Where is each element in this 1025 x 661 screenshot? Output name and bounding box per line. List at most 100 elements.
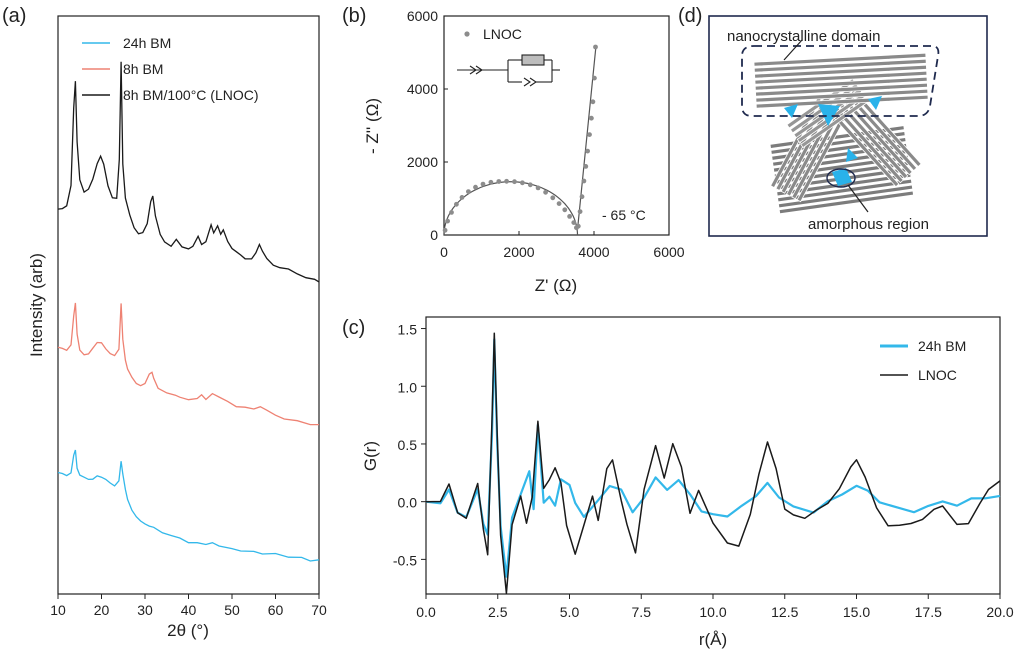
x-tick-label: 2.5 — [488, 604, 508, 620]
data-point — [496, 179, 502, 184]
y-tick-label: 2000 — [407, 154, 438, 170]
panel-b-xlabel: Z' (Ω) — [535, 276, 577, 295]
panel-c-ylabel: G(r) — [361, 441, 380, 471]
data-point — [585, 148, 590, 154]
panel-a-series — [57, 61, 320, 562]
equivalent-circuit-icon — [457, 54, 560, 87]
data-point — [442, 227, 448, 233]
data-point — [473, 184, 478, 190]
fit-arc — [443, 181, 579, 236]
series-line — [425, 332, 1001, 595]
panel-a-ylabel: Intensity (arb) — [27, 253, 46, 357]
y-tick-label: 6000 — [407, 8, 438, 24]
x-tick-label: 0 — [440, 244, 448, 260]
x-tick-label: 4000 — [578, 244, 609, 260]
x-tick-label: 15.0 — [843, 604, 870, 620]
data-point — [466, 189, 471, 195]
x-tick-label: 60 — [268, 602, 284, 618]
x-tick-label: 5.0 — [560, 604, 580, 620]
data-point — [520, 180, 525, 186]
panel-b-label: (b) — [342, 5, 366, 27]
data-point — [527, 182, 533, 188]
series-line — [57, 61, 320, 283]
legend-label-24h-c: 24h BM — [918, 338, 966, 354]
panel-c: (c) 0.0 2.5 5.0 7.5 10.0 12.5 15.0 17.5 20.0 -0.5… — [342, 316, 1014, 649]
data-point — [590, 99, 596, 105]
data-point — [587, 132, 592, 138]
data-point — [556, 201, 562, 207]
y-tick-label: -0.5 — [393, 552, 417, 568]
y-tick-label: 0.5 — [398, 437, 418, 453]
panel-b: (b) 0 2000 4000 6000 0 2000 4000 6000 Z' (Ω) - … — [342, 5, 685, 295]
panel-c-legend: 24h BM LNOC — [880, 338, 966, 383]
y-tick-label: 0 — [430, 227, 438, 243]
nanocrystal-schematic — [741, 39, 940, 215]
y-tick-label: 0.0 — [398, 495, 418, 511]
panel-c-ticks: 0.0 2.5 5.0 7.5 10.0 12.5 15.0 17.5 20.0 -0.5 0.0 0… — [393, 322, 1014, 620]
data-point — [583, 164, 589, 169]
panel-b-temperature: - 65 °C — [602, 207, 646, 223]
data-point — [449, 210, 454, 215]
data-point — [567, 214, 572, 219]
panel-c-series — [425, 332, 1001, 595]
data-point — [445, 218, 450, 224]
data-point — [504, 178, 509, 184]
x-tick-label: 12.5 — [771, 604, 798, 620]
panel-c-label: (c) — [342, 317, 365, 339]
x-tick-label: 0.0 — [416, 604, 436, 620]
data-point — [512, 179, 517, 185]
nano-domain-label: nanocrystalline domain — [727, 28, 880, 45]
data-point — [488, 179, 494, 185]
legend-label-lnoc-c: LNOC — [918, 367, 957, 383]
x-tick-label: 40 — [181, 602, 197, 618]
data-point — [480, 181, 486, 187]
data-point — [575, 223, 581, 229]
panel-b-data — [442, 44, 598, 236]
fit-spike — [576, 46, 597, 230]
series-line — [425, 338, 1001, 578]
nano-label-pointer — [783, 39, 803, 61]
data-point — [577, 209, 583, 215]
x-tick-label: 50 — [224, 602, 240, 618]
panel-d: (d) — [678, 5, 988, 237]
data-point — [593, 44, 598, 50]
panel-b-legend-label: LNOC — [483, 26, 522, 42]
panel-d-label: (d) — [678, 5, 702, 27]
data-point — [579, 194, 585, 200]
panel-b-frame — [443, 15, 670, 236]
panel-c-frame — [425, 316, 1001, 595]
panel-a: (a) 10 20 30 40 50 60 70 2θ (°) Intensity (arb… — [2, 5, 327, 640]
panel-a-label: (a) — [2, 5, 26, 27]
data-point — [562, 207, 568, 213]
data-point — [535, 185, 541, 191]
x-tick-label: 7.5 — [632, 604, 652, 620]
x-tick-label: 30 — [137, 602, 153, 618]
legend-label-24h: 24h BM — [123, 35, 171, 51]
schematic-frame — [708, 15, 988, 237]
amorphous-region-label: amorphous region — [808, 216, 929, 233]
x-tick-label: 6000 — [653, 244, 684, 260]
x-tick-label: 20 — [94, 602, 110, 618]
legend-label-lnoc: 8h BM/100°C (LNOC) — [123, 87, 259, 103]
x-tick-label: 10.0 — [699, 604, 726, 620]
y-tick-label: 1.0 — [398, 379, 418, 395]
data-point — [589, 115, 594, 121]
y-tick-label: 1.5 — [398, 322, 418, 338]
x-tick-label: 2000 — [503, 244, 534, 260]
series-line — [57, 449, 320, 562]
panel-b-ylabel: - Z'' (Ω) — [363, 98, 382, 154]
panel-b-ticks: 0 2000 4000 6000 0 2000 4000 6000 — [407, 8, 685, 260]
data-point — [581, 178, 587, 184]
data-point — [459, 195, 465, 200]
data-point — [543, 189, 548, 195]
data-point — [592, 75, 597, 81]
panel-a-legend: 24h BM 8h BM 8h BM/100°C (LNOC) — [82, 35, 259, 103]
panel-a-xlabel: 2θ (°) — [167, 621, 209, 640]
amorphous-highlight — [826, 168, 856, 188]
data-point — [550, 195, 556, 201]
x-tick-label: 10 — [50, 602, 66, 618]
x-tick-label: 20.0 — [986, 604, 1013, 620]
legend-label-8h: 8h BM — [123, 61, 163, 77]
series-line — [57, 302, 319, 426]
